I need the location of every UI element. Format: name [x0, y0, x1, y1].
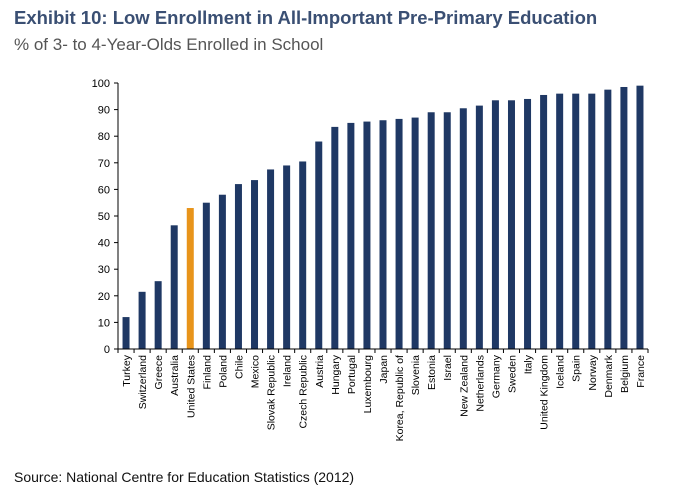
x-tick-label: United Kingdom: [539, 355, 551, 430]
x-tick-label: Czech Republic: [298, 355, 310, 429]
bar: [283, 165, 291, 349]
bar: [379, 120, 387, 350]
bar: [540, 94, 548, 349]
chart-title: Exhibit 10: Low Enrollment in All-Import…: [14, 7, 598, 28]
x-tick-label: Denmark: [603, 354, 615, 397]
y-tick-label: 10: [98, 317, 110, 329]
x-tick-label: Slovak Republic: [266, 355, 278, 430]
y-tick-label: 100: [92, 78, 110, 90]
bar: [331, 126, 339, 349]
x-tick-label: Australia: [169, 355, 181, 396]
bar: [138, 291, 146, 349]
bar: [620, 86, 628, 350]
y-tick-label: 60: [98, 184, 110, 196]
bar: [315, 141, 323, 349]
x-tick-label: Switzerland: [137, 355, 149, 409]
y-tick-label: 0: [104, 344, 110, 356]
bar: [556, 93, 564, 349]
y-tick-label: 30: [98, 264, 110, 276]
bar: [363, 121, 371, 349]
x-tick-label: Poland: [217, 355, 229, 388]
bar: [475, 105, 483, 349]
bar: [588, 93, 596, 349]
x-tick-label: Austria: [314, 355, 326, 388]
x-tick-label: Chile: [233, 355, 245, 379]
bar: [443, 112, 451, 349]
x-tick-label: Norway: [587, 354, 599, 390]
y-tick-label: 90: [98, 105, 110, 117]
x-tick-label: Estonia: [426, 355, 438, 390]
x-tick-label: Mexico: [250, 355, 262, 388]
bar: [154, 281, 162, 349]
bar: [251, 180, 259, 349]
bar: [524, 98, 532, 350]
x-tick-label: Germany: [490, 354, 502, 398]
bars: [122, 85, 644, 350]
bar: [395, 118, 403, 349]
bar: [202, 202, 210, 349]
x-tick-label: Iceland: [555, 355, 567, 389]
x-tick-label: Slovenia: [410, 355, 422, 395]
bar: [491, 100, 499, 349]
x-tick-label: United States: [185, 355, 197, 418]
x-tick-label: Ireland: [282, 355, 294, 387]
x-tick-label: Finland: [201, 355, 213, 390]
bar: [170, 225, 178, 349]
x-tick-label: Netherlands: [474, 355, 486, 412]
y-tick-label: 20: [98, 291, 110, 303]
bar-highlight: [186, 208, 194, 349]
bar: [299, 161, 307, 349]
bar: [507, 100, 515, 349]
x-tick-label: Luxembourg: [362, 355, 374, 414]
bar: [347, 122, 355, 350]
bar: [411, 117, 419, 349]
bar: [218, 194, 226, 349]
x-tick-label: Sweden: [506, 355, 518, 393]
x-tick-label: Italy: [523, 354, 535, 374]
source-note: Source: National Centre for Education St…: [14, 469, 355, 485]
x-tick-label: Hungary: [330, 354, 342, 394]
bar: [459, 108, 467, 350]
x-tick-label: Israel: [442, 355, 454, 381]
bar: [636, 85, 644, 349]
bar: [572, 93, 580, 349]
bar: [427, 112, 435, 349]
y-tick-label: 50: [98, 211, 110, 223]
x-tick-label: Belgium: [619, 355, 631, 393]
y-tick-label: 70: [98, 158, 110, 170]
x-tick-label: Korea, Republic of: [394, 355, 406, 441]
x-tick-label: Japan: [378, 355, 390, 384]
chart-subtitle: % of 3- to 4-Year-Olds Enrolled in Schoo…: [14, 35, 324, 54]
x-axis: Turkey Switzerland Greece Australia United S…: [117, 348, 649, 441]
x-tick-label: France: [635, 355, 647, 388]
bar: [604, 89, 612, 350]
x-tick-label: New Zealand: [458, 355, 470, 417]
x-tick-label: Spain: [571, 355, 583, 382]
y-tick-label: 40: [98, 238, 110, 250]
y-axis: 0 10 20 30 40 50 60 70 80 90 100: [92, 78, 119, 356]
y-tick-label: 80: [98, 131, 110, 143]
bar: [267, 169, 275, 349]
x-tick-label: Portugal: [346, 355, 358, 394]
bar: [122, 317, 130, 349]
bar: [234, 184, 242, 349]
x-tick-label: Turkey: [121, 354, 133, 386]
x-tick-label: Greece: [153, 355, 165, 390]
